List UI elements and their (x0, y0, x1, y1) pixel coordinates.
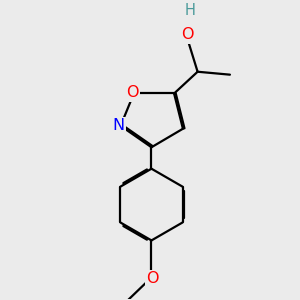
Text: N: N (112, 118, 124, 133)
Text: O: O (182, 27, 194, 42)
Text: H: H (184, 2, 195, 17)
Text: O: O (126, 85, 139, 100)
Text: O: O (146, 272, 159, 286)
